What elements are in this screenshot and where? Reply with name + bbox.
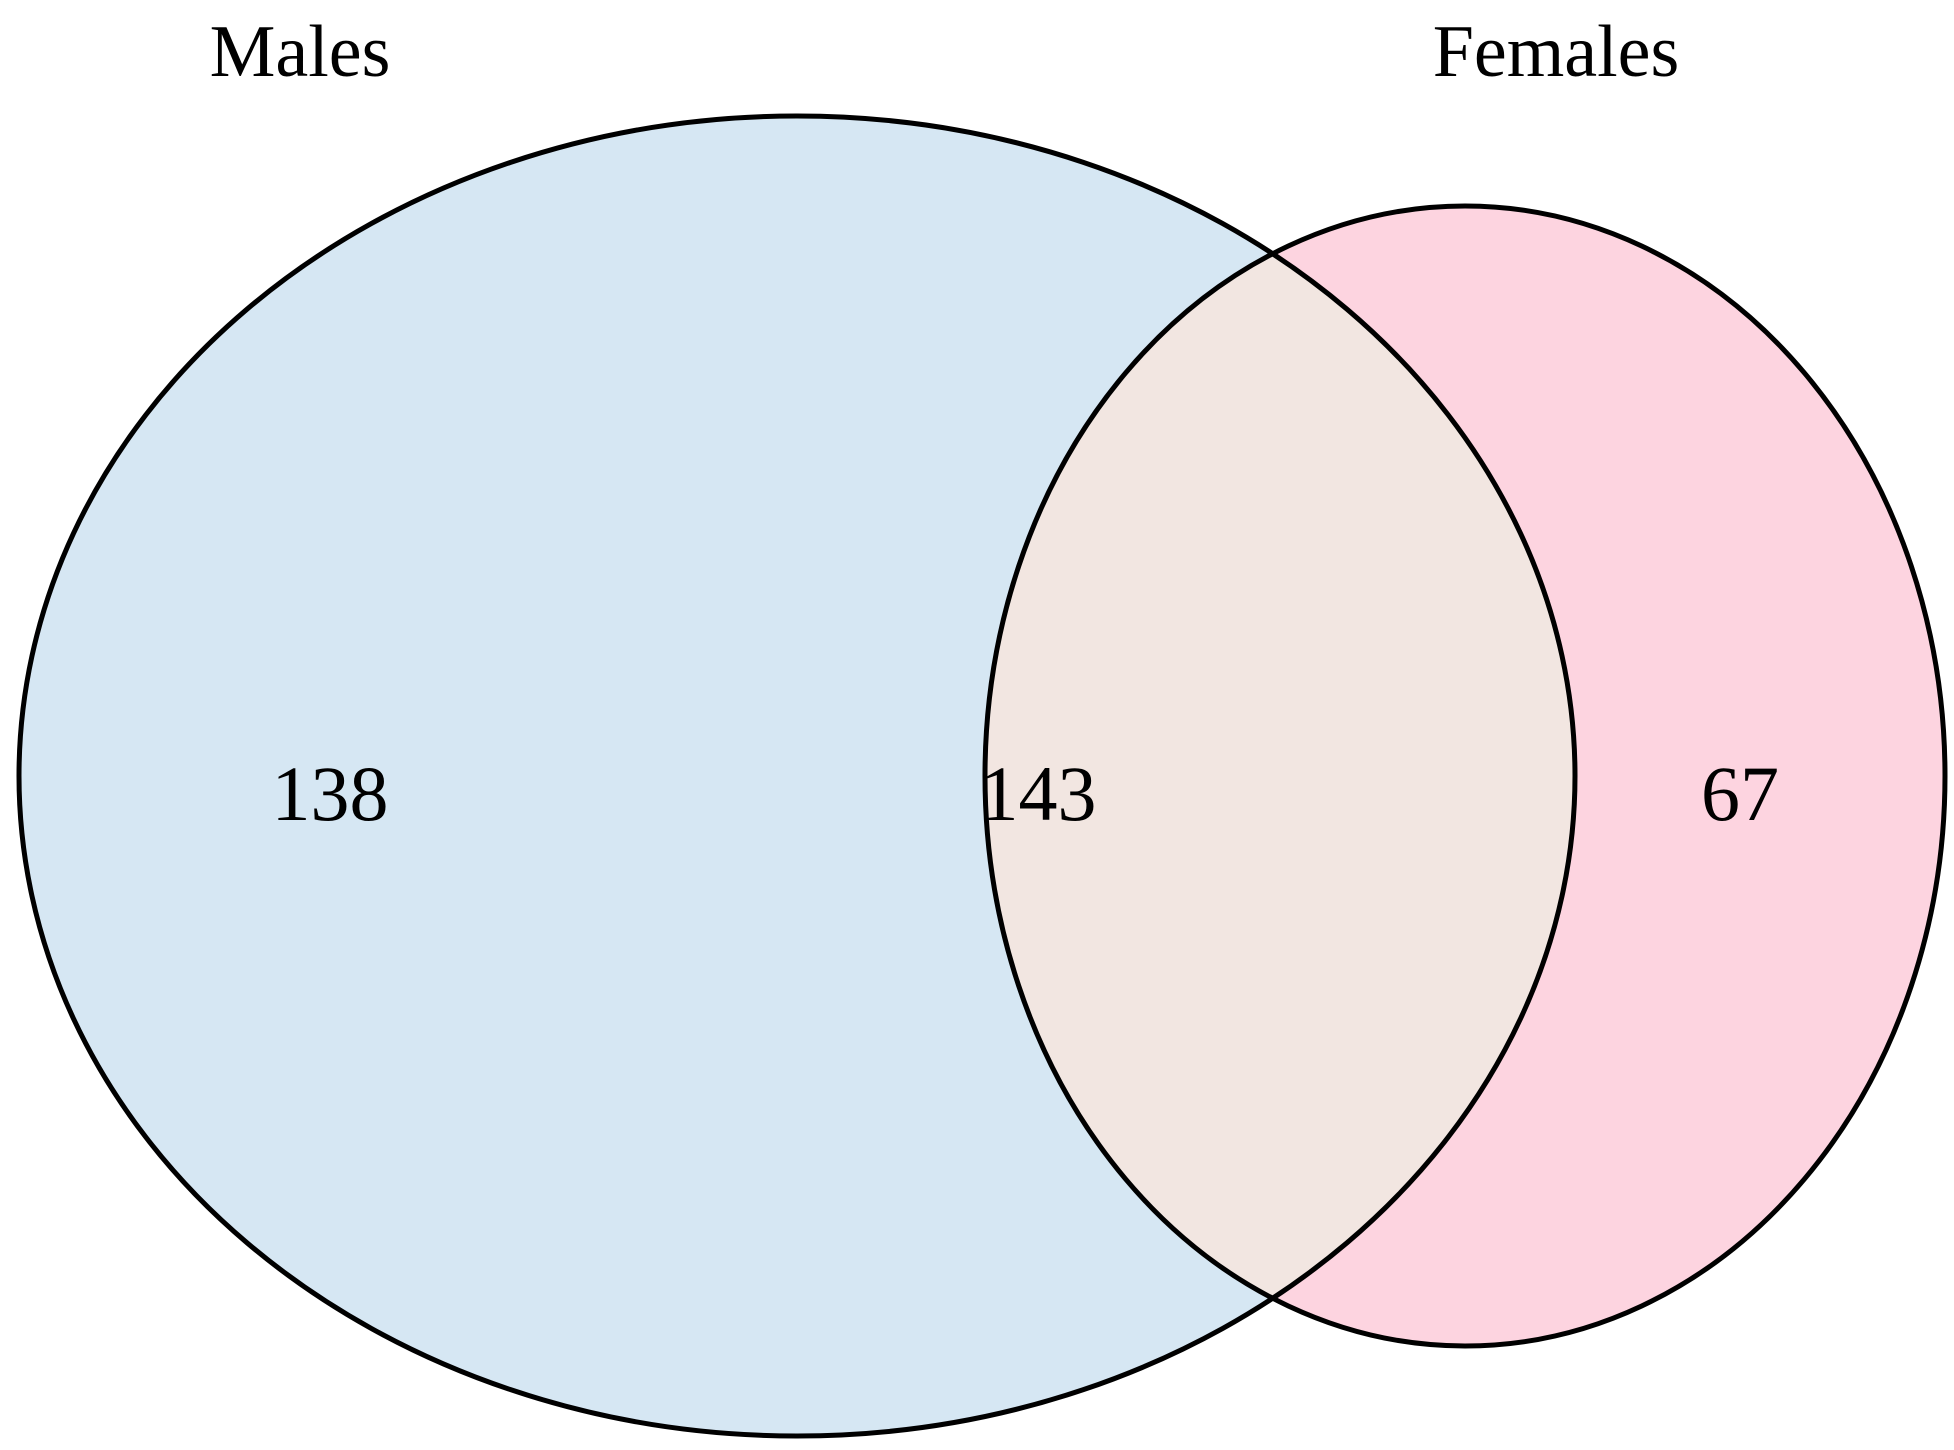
intersection-count: 143 (980, 750, 1097, 837)
females-outline (982, 203, 1948, 1349)
males-only-count: 138 (272, 750, 389, 837)
males-outline (16, 113, 1578, 1439)
males-set-label: Males (210, 11, 391, 93)
intersection-region (985, 206, 1575, 1346)
females-only-count: 67 (1701, 750, 1779, 837)
females-set-label: Females (1433, 11, 1680, 93)
